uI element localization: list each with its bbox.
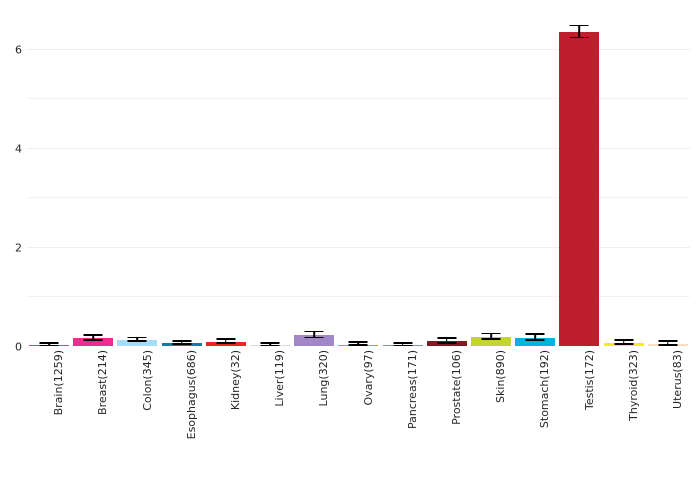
x-axis-tick-label: Stomach(192) — [538, 350, 552, 429]
x-axis-tick-label: Kidney(32) — [228, 350, 242, 411]
error-bar-cap-top — [127, 336, 147, 339]
bar[interactable] — [205, 342, 246, 347]
x-axis-tick-label: Lung(320) — [317, 350, 331, 407]
error-bar — [578, 26, 581, 39]
error-bar-cap-bottom — [481, 338, 501, 341]
bar[interactable] — [161, 343, 202, 347]
error-bar — [490, 334, 492, 341]
error-bar-cap-top — [525, 333, 545, 335]
bar[interactable] — [515, 337, 556, 347]
y-axis-tick-label: 0 — [15, 340, 22, 354]
error-bar-cap-bottom — [39, 344, 59, 347]
bar-group[interactable] — [27, 10, 71, 347]
bar-group[interactable] — [425, 10, 469, 347]
error-bar-cap-top — [658, 339, 678, 342]
error-bar — [313, 332, 316, 339]
bar[interactable] — [426, 341, 467, 347]
error-bar-cap-bottom — [83, 338, 103, 341]
x-axis-tick-label: Uterus(83) — [670, 350, 684, 409]
error-bar-cap-bottom — [216, 342, 236, 345]
error-bar-cap-bottom — [172, 342, 192, 345]
bar[interactable] — [73, 338, 114, 347]
y-axis: 0 2 4 6 — [0, 10, 22, 352]
x-axis-tick-label: Testis(172) — [582, 350, 596, 411]
bar-group[interactable] — [204, 10, 248, 347]
y-axis-tick-label: 6 — [15, 43, 22, 57]
error-bar-cap-bottom — [348, 344, 368, 347]
bar-group[interactable] — [115, 10, 159, 347]
bar-group[interactable] — [469, 10, 513, 347]
bar-group[interactable] — [646, 10, 690, 347]
error-bar — [622, 341, 625, 346]
x-axis-tick-label: Breast(214) — [96, 350, 110, 415]
error-bar-cap-bottom — [127, 340, 147, 343]
x-axis-tick-label: Thyroid(323) — [626, 350, 640, 421]
gridline — [27, 296, 690, 298]
bar-group[interactable] — [292, 10, 336, 347]
error-bar-cap-top — [481, 332, 501, 335]
error-bar-cap-top — [569, 24, 589, 27]
bar-group[interactable] — [71, 10, 115, 347]
gridline — [27, 98, 690, 100]
y-axis-tick-label: 2 — [15, 241, 22, 255]
error-bar — [136, 338, 139, 343]
bar-group[interactable] — [248, 10, 292, 347]
error-bar-cap-bottom — [614, 343, 634, 346]
bar-series — [27, 10, 690, 347]
error-bar-cap-bottom — [525, 338, 545, 341]
x-axis-tick-label: Brain(1259) — [52, 350, 66, 416]
plot-area — [27, 10, 690, 347]
error-bar-cap-bottom — [437, 341, 457, 344]
error-bar-cap-top — [304, 330, 324, 333]
gridline — [27, 246, 690, 248]
x-axis-tick-label: Pancreas(171) — [405, 350, 419, 429]
error-bar-cap-bottom — [393, 344, 413, 347]
x-axis-tick-label: Prostate(106) — [449, 350, 463, 425]
error-bar-cap-bottom — [260, 344, 280, 347]
error-bar — [92, 335, 95, 341]
error-bar-cap-top — [348, 341, 368, 344]
error-bar-cap-top — [216, 338, 236, 341]
x-axis: Brain(1259) Breast(214) Colon(345) Esophagu… — [27, 350, 690, 475]
error-bar — [534, 334, 537, 341]
gridline — [27, 197, 690, 199]
gridline — [27, 48, 690, 50]
error-bar-cap-top — [39, 341, 59, 344]
bar[interactable] — [559, 32, 600, 347]
y-axis-tick-label: 4 — [15, 142, 22, 156]
bar[interactable] — [471, 337, 512, 347]
error-bar-cap-bottom — [304, 336, 324, 339]
bar[interactable] — [294, 335, 335, 347]
gridline — [27, 147, 690, 149]
x-axis-tick-label: Skin(890) — [494, 350, 508, 403]
x-axis-tick-label: Ovary(97) — [361, 350, 375, 406]
x-axis-baseline — [27, 346, 690, 347]
bar-group[interactable] — [381, 10, 425, 347]
error-bar-cap-top — [172, 339, 192, 342]
error-bar-cap-top — [437, 336, 457, 339]
error-bar-cap-bottom — [658, 343, 678, 346]
error-bar-cap-top — [614, 339, 634, 342]
error-bar — [446, 338, 448, 344]
error-bar-cap-top — [393, 341, 413, 344]
x-axis-tick-label: Colon(345) — [140, 350, 154, 411]
error-bar-cap-bottom — [569, 36, 589, 39]
bar-group[interactable] — [513, 10, 557, 347]
error-bar — [225, 340, 227, 345]
bar-group[interactable] — [160, 10, 204, 347]
bar[interactable] — [117, 340, 158, 347]
error-bar-cap-top — [260, 341, 280, 344]
error-bar — [667, 341, 669, 346]
bar-group[interactable] — [336, 10, 380, 347]
bar-group[interactable] — [602, 10, 646, 347]
x-axis-tick-label: Esophagus(686) — [184, 350, 198, 440]
x-axis-tick-label: Liver(119) — [273, 350, 287, 407]
bar-group[interactable] — [557, 10, 601, 347]
error-bar-cap-top — [83, 334, 103, 336]
